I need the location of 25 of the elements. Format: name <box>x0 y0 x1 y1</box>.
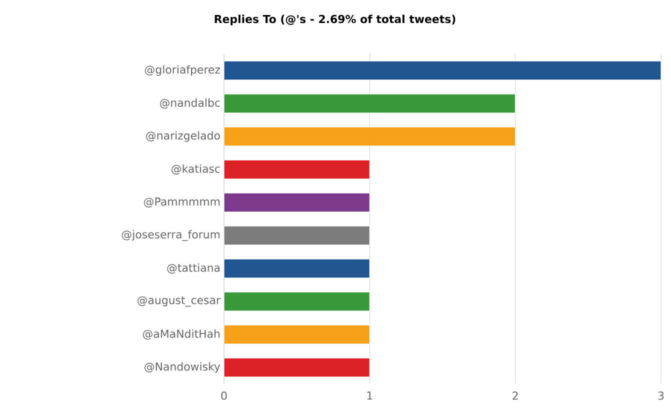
bar <box>224 292 370 312</box>
y-tick-label: @nandalbc <box>160 98 220 109</box>
chart-title: Replies To (@'s - 2.69% of total tweets) <box>214 14 456 26</box>
bar <box>224 258 370 278</box>
y-tick-label: @katiasc <box>172 164 220 175</box>
y-tick-label: @narizgelado <box>146 131 220 142</box>
y-tick-label: @Pammmmm <box>144 198 220 208</box>
y-tick-label: @aMaNditHah <box>142 329 220 340</box>
bar <box>224 160 370 180</box>
bar <box>224 94 516 114</box>
x-tick-label: 1 <box>367 392 372 400</box>
bar <box>224 226 370 246</box>
bar <box>224 126 516 146</box>
bar <box>224 358 370 378</box>
y-tick-label: @joseserra_forum <box>122 230 220 241</box>
x-tick-label: 3 <box>658 392 664 400</box>
bar <box>224 192 370 212</box>
y-tick-label: @Nandowisky <box>144 362 220 373</box>
x-tick-label: 0 <box>221 392 227 400</box>
x-tick-label: 2 <box>512 392 518 400</box>
y-tick-label: @tattiana <box>167 263 220 274</box>
bar <box>224 60 662 80</box>
y-tick-label: @august_cesar <box>137 296 220 307</box>
y-tick-label: @gloriafperez <box>144 65 220 76</box>
bar <box>224 324 370 344</box>
